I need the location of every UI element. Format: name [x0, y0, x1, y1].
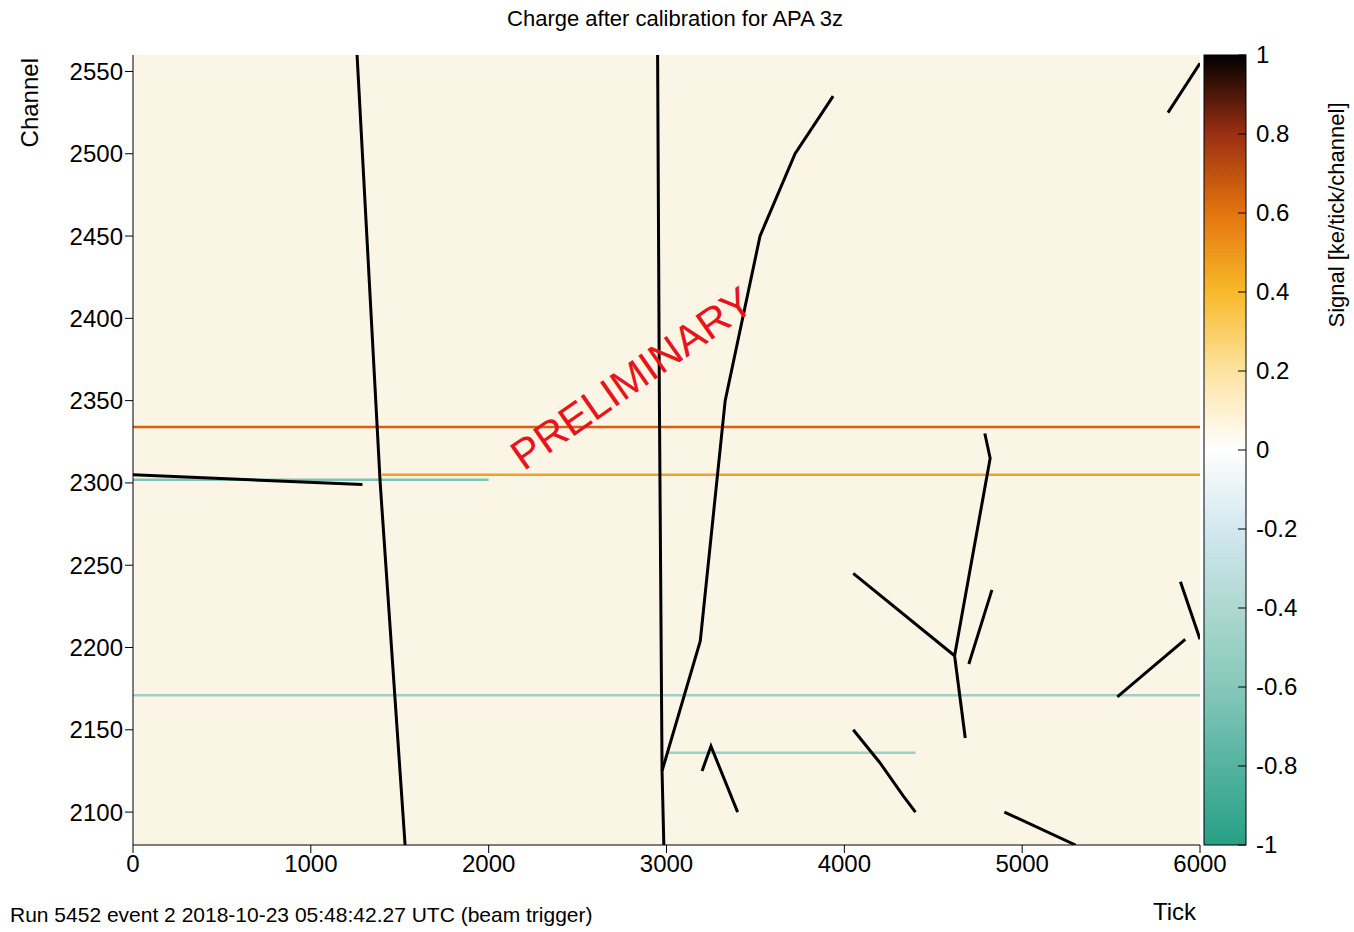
svg-text:2500: 2500: [70, 140, 123, 167]
svg-text:-0.4: -0.4: [1256, 594, 1297, 621]
svg-text:2100: 2100: [70, 799, 123, 826]
svg-text:6000: 6000: [1173, 850, 1226, 877]
svg-text:-1: -1: [1256, 831, 1277, 858]
svg-text:-0.2: -0.2: [1256, 515, 1297, 542]
svg-text:PRELIMINARY: PRELIMINARY: [502, 277, 762, 478]
svg-text:2300: 2300: [70, 469, 123, 496]
svg-text:Tick: Tick: [1153, 898, 1197, 925]
svg-text:Signal [ke/tick/channel]: Signal [ke/tick/channel]: [1324, 102, 1349, 327]
svg-text:5000: 5000: [995, 850, 1048, 877]
svg-text:2000: 2000: [462, 850, 515, 877]
svg-text:1: 1: [1256, 41, 1269, 68]
svg-text:0: 0: [126, 850, 139, 877]
svg-text:2350: 2350: [70, 387, 123, 414]
svg-text:0.4: 0.4: [1256, 278, 1289, 305]
svg-text:2250: 2250: [70, 552, 123, 579]
svg-text:0.2: 0.2: [1256, 357, 1289, 384]
svg-text:Channel: Channel: [16, 58, 43, 147]
svg-text:4000: 4000: [818, 850, 871, 877]
svg-text:Run 5452 event 2 2018-10-23 05: Run 5452 event 2 2018-10-23 05:48:42.27 …: [10, 903, 593, 926]
svg-text:2400: 2400: [70, 305, 123, 332]
svg-text:2550: 2550: [70, 58, 123, 85]
svg-text:0: 0: [1256, 436, 1269, 463]
svg-text:0.6: 0.6: [1256, 199, 1289, 226]
svg-text:-0.6: -0.6: [1256, 673, 1297, 700]
svg-text:3000: 3000: [640, 850, 693, 877]
svg-text:-0.8: -0.8: [1256, 752, 1297, 779]
svg-text:2150: 2150: [70, 716, 123, 743]
svg-text:0.8: 0.8: [1256, 120, 1289, 147]
svg-text:2200: 2200: [70, 634, 123, 661]
svg-text:Charge after calibration for A: Charge after calibration for APA 3z: [507, 6, 843, 31]
svg-text:1000: 1000: [284, 850, 337, 877]
svg-text:2450: 2450: [70, 223, 123, 250]
